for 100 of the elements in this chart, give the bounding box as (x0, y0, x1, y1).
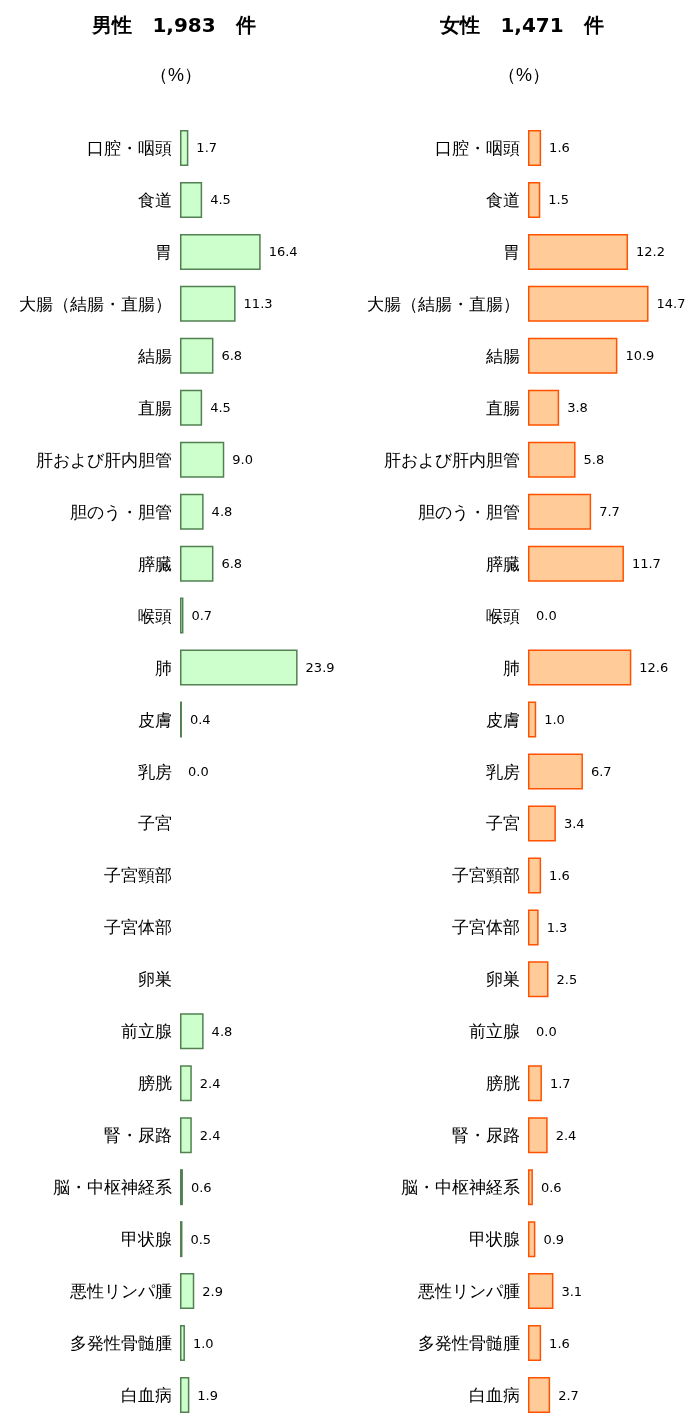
data-label: 2.9 (202, 1283, 223, 1299)
bar (180, 285, 236, 322)
bar (528, 961, 549, 998)
y-tick-label: 悪性リンパ腫 (417, 1281, 520, 1302)
bar (180, 181, 203, 218)
y-tick-label: 腎・尿路 (104, 1125, 172, 1146)
data-label: 4.5 (210, 192, 231, 208)
y-tick-label: 肺 (155, 657, 172, 678)
y-tick-label: 口腔・咽頭 (435, 137, 520, 158)
data-label: 1.5 (548, 192, 569, 208)
data-label: 11.7 (631, 556, 661, 572)
bar (180, 233, 261, 270)
data-label: 0.0 (536, 608, 557, 624)
data-label: 4.5 (210, 400, 231, 416)
bar (528, 129, 542, 166)
bar (528, 649, 632, 686)
bar (180, 389, 203, 426)
y-tick-label: 胆のう・胆管 (418, 501, 520, 522)
bar (528, 181, 541, 218)
bar (180, 441, 225, 478)
bar (528, 909, 539, 946)
data-label: 1.7 (196, 140, 218, 156)
data-label: 1.0 (544, 712, 565, 728)
data-label: 1.7 (549, 1075, 571, 1091)
y-tick-label: 膀胱 (138, 1073, 172, 1094)
bar (180, 1013, 204, 1050)
data-label: 1.6 (549, 1335, 570, 1351)
y-tick-label: 卵巣 (486, 969, 520, 990)
data-label: 1.6 (549, 140, 570, 156)
bar (528, 441, 576, 478)
y-tick-label: 甲状腺 (121, 1229, 172, 1250)
y-tick-label: 悪性リンパ腫 (69, 1281, 172, 1302)
data-label: 2.7 (558, 1387, 579, 1403)
data-label: 0.0 (188, 764, 209, 779)
bar (528, 337, 618, 374)
y-tick-label: 脳・中枢神経系 (401, 1177, 520, 1198)
data-label: 6.8 (221, 348, 243, 364)
data-label: 2.4 (555, 1127, 577, 1143)
y-tick-label: 胆のう・胆管 (70, 501, 172, 522)
data-label: 12.2 (636, 244, 665, 260)
y-tick-label: 白血病 (121, 1385, 172, 1406)
bar (528, 233, 629, 270)
y-tick-label: 肺 (503, 657, 520, 678)
y-tick-label: 甲状腺 (469, 1229, 520, 1250)
bar (180, 1117, 192, 1154)
bar (180, 1065, 192, 1102)
y-tick-label: 子宮頸部 (452, 865, 520, 886)
bar (180, 493, 204, 530)
y-tick-label: 多発性骨髄腫 (70, 1333, 172, 1354)
y-tick-label: 乳房 (486, 761, 520, 782)
x-axis-title: （%） (498, 65, 551, 85)
y-tick-label: 膵臓 (138, 553, 172, 574)
bar (528, 857, 542, 894)
data-label: 0.4 (189, 712, 211, 728)
data-label: 7.7 (599, 504, 620, 520)
data-label: 2.4 (199, 1075, 221, 1091)
y-tick-label: 直腸 (138, 397, 172, 418)
y-tick-label: 胃 (503, 241, 520, 262)
y-tick-label: 多発性骨髄腫 (418, 1333, 520, 1354)
y-tick-label: 肝および肝内胆管 (36, 449, 172, 470)
bar (528, 1325, 542, 1362)
y-tick-label: 大腸（結腸・直腸） (19, 293, 172, 314)
data-label: 6.8 (221, 556, 243, 572)
bar (528, 545, 624, 582)
y-tick-label: 前立腺 (121, 1021, 172, 1042)
bar (180, 1273, 195, 1310)
bar (528, 1117, 548, 1154)
y-tick-label: 結腸 (137, 345, 172, 366)
bar (180, 129, 189, 166)
bar (180, 649, 298, 686)
data-label: 11.3 (243, 296, 273, 312)
data-label: 2.4 (199, 1127, 221, 1143)
y-tick-label: 子宮頸部 (104, 865, 172, 886)
y-tick-label: 子宮体部 (452, 917, 520, 938)
x-axis-title: （%） (150, 65, 203, 85)
bar (528, 389, 560, 426)
y-tick-label: 結腸 (485, 345, 520, 366)
data-label: 3.1 (561, 1283, 583, 1299)
y-tick-label: 食道 (486, 189, 520, 210)
data-label: 0.7 (191, 608, 213, 624)
data-label: 5.8 (583, 452, 605, 468)
bar (528, 1169, 533, 1206)
y-tick-label: 前立腺 (469, 1021, 520, 1042)
bar (180, 1377, 190, 1414)
data-label: 0.9 (543, 1231, 565, 1247)
y-tick-label: 胃 (155, 241, 172, 262)
y-tick-label: 食道 (138, 189, 172, 210)
bar (528, 285, 649, 322)
data-label: 0.5 (190, 1231, 212, 1247)
y-tick-label: 子宮体部 (104, 917, 172, 938)
y-tick-label: 腎・尿路 (452, 1125, 520, 1146)
y-tick-label: 直腸 (486, 397, 520, 418)
data-label: 0.6 (540, 1179, 562, 1195)
bar (528, 1221, 536, 1258)
y-tick-label: 大腸（結腸・直腸） (367, 293, 520, 314)
y-tick-label: 膀胱 (486, 1073, 520, 1094)
y-tick-label: 白血病 (469, 1385, 520, 1406)
data-label: 9.0 (232, 452, 253, 468)
bar (528, 1065, 542, 1102)
y-tick-label: 皮膚 (486, 709, 520, 730)
